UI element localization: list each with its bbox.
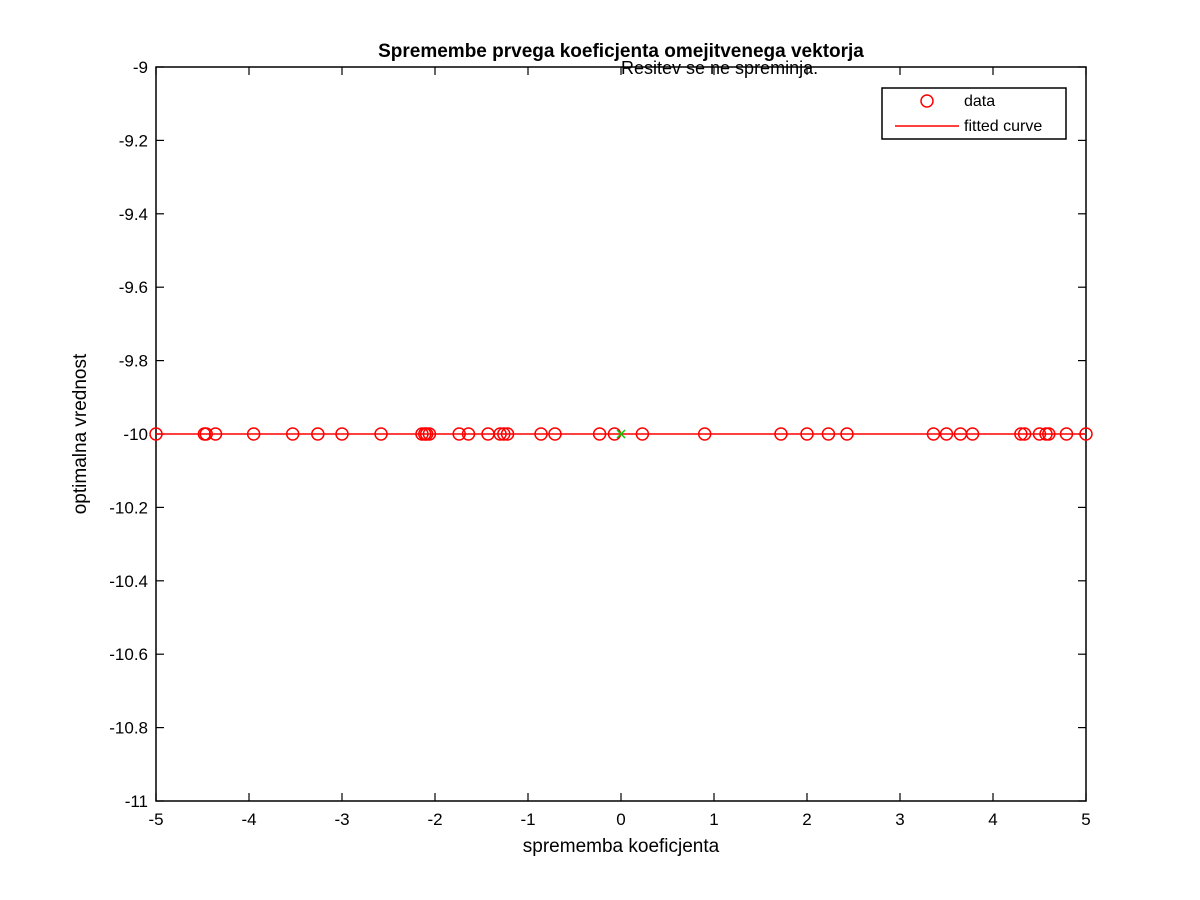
series-layer bbox=[149, 427, 1093, 441]
green-x-marker bbox=[616, 429, 626, 439]
ticks-layer: -5 -4 -3 -2 -1 0 1 2 3 4 5-9-9.2-9.4-9.6-9.8-10-10… bbox=[109, 58, 1090, 829]
x-tick-label: 3 bbox=[895, 810, 904, 829]
x-axis-label: sprememba koeficjenta bbox=[523, 836, 720, 857]
y-tick-label: -10 bbox=[123, 425, 148, 444]
x-tick-label: 2 bbox=[802, 810, 811, 829]
x-tick-label: 4 bbox=[988, 810, 997, 829]
data-point bbox=[1017, 427, 1032, 441]
y-axis-label: optimalna vrednost bbox=[70, 353, 91, 514]
legend-marker-data bbox=[920, 94, 934, 108]
y-tick-label: -10.4 bbox=[109, 572, 148, 591]
data-point bbox=[493, 427, 507, 441]
x-tick-label: -5 bbox=[148, 810, 163, 829]
data-point bbox=[1042, 427, 1056, 441]
data-point bbox=[500, 427, 515, 441]
y-tick-label: -9.4 bbox=[119, 205, 148, 224]
y-tick-label: -11 bbox=[125, 792, 148, 811]
data-point bbox=[821, 427, 836, 441]
data-point bbox=[774, 427, 788, 441]
data-point bbox=[697, 427, 712, 441]
chart-title: Spremembe prvega koeficjenta omejitveneg… bbox=[378, 41, 864, 62]
data-point bbox=[840, 427, 854, 441]
legend-label-data: data bbox=[964, 93, 995, 110]
y-tick-label: -10.8 bbox=[109, 719, 148, 738]
data-point bbox=[965, 427, 980, 441]
x-tick-label: 5 bbox=[1081, 810, 1090, 829]
data-point bbox=[335, 427, 349, 441]
data-point bbox=[1079, 427, 1093, 441]
chart-annotation: Resitev se ne spreminja. bbox=[621, 58, 818, 78]
data-point bbox=[285, 427, 300, 441]
data-point bbox=[149, 427, 163, 441]
data-point bbox=[246, 427, 261, 441]
legend: data fitted curve bbox=[881, 87, 1067, 140]
x-tick-label: 0 bbox=[616, 810, 625, 829]
x-tick-label: -2 bbox=[427, 810, 442, 829]
data-point bbox=[461, 427, 476, 441]
data-point bbox=[592, 427, 607, 441]
y-tick-label: -10.6 bbox=[109, 645, 148, 664]
y-tick-label: -10.2 bbox=[109, 498, 148, 517]
data-point bbox=[422, 427, 437, 441]
data-point bbox=[311, 427, 325, 441]
data-point bbox=[452, 427, 466, 441]
legend-box bbox=[881, 87, 1067, 140]
x-tick-label: -1 bbox=[520, 810, 535, 829]
x-tick-label: -3 bbox=[334, 810, 349, 829]
x-tick-label: -4 bbox=[241, 810, 256, 829]
data-point bbox=[1032, 427, 1047, 441]
data-point bbox=[199, 427, 213, 441]
data-point bbox=[208, 427, 223, 441]
data-point bbox=[374, 427, 388, 441]
legend-label-fitted-curve: fitted curve bbox=[964, 118, 1042, 135]
data-point bbox=[800, 427, 814, 441]
y-tick-label: -9 bbox=[133, 58, 148, 77]
data-point bbox=[926, 427, 941, 441]
x-tick-label: 1 bbox=[709, 810, 718, 829]
y-tick-label: -9.6 bbox=[119, 278, 148, 297]
y-tick-label: -9.2 bbox=[119, 131, 148, 150]
data-point bbox=[548, 427, 562, 441]
data-point bbox=[1014, 427, 1028, 441]
data-point bbox=[635, 427, 650, 441]
data-point bbox=[497, 427, 511, 441]
y-tick-label: -9.8 bbox=[119, 352, 148, 371]
data-point bbox=[1059, 427, 1074, 441]
data-point bbox=[939, 427, 954, 441]
data-point bbox=[534, 427, 548, 441]
